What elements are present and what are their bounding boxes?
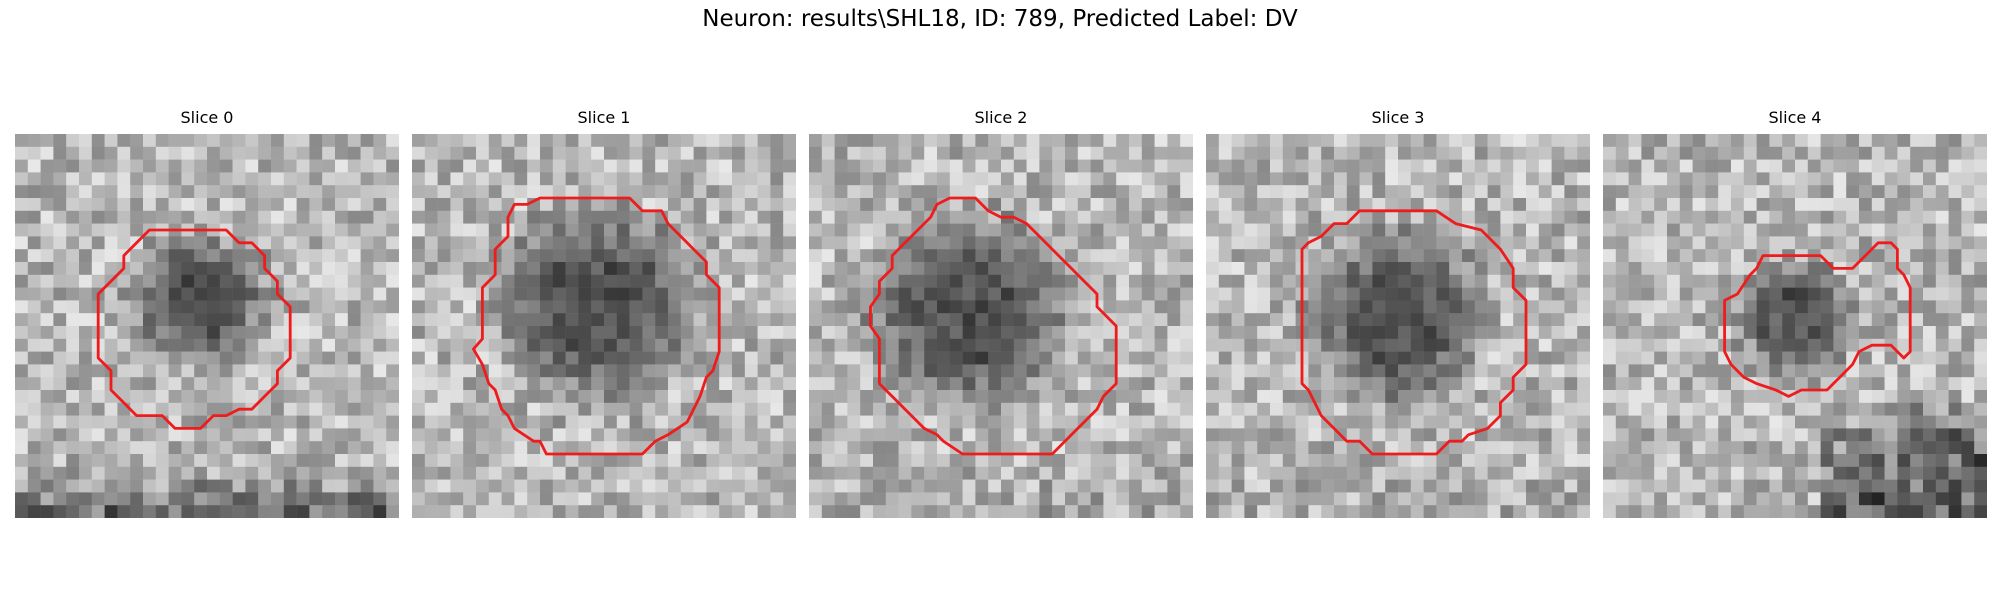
figure-title: Neuron: results\SHL18, ID: 789, Predicte… xyxy=(702,6,1298,32)
neuron-contour xyxy=(472,196,721,456)
slice-image-svg xyxy=(412,134,796,518)
neuron-contour xyxy=(1300,209,1528,456)
panel-title: Slice 0 xyxy=(180,108,234,127)
slice-image xyxy=(15,134,399,518)
slice-image xyxy=(1603,134,1987,518)
pixel-grid xyxy=(1206,134,1590,518)
slice-image-svg xyxy=(15,134,399,518)
pixel-grid xyxy=(15,134,399,518)
slice-image-svg xyxy=(809,134,1193,518)
pixel-grid xyxy=(809,134,1193,518)
panel-title: Slice 2 xyxy=(974,108,1028,127)
slice-image-svg xyxy=(1603,134,1987,518)
panel-title: Slice 1 xyxy=(577,108,631,127)
slice-image xyxy=(809,134,1193,518)
pixel-grid xyxy=(412,134,796,518)
neuron-contour xyxy=(869,196,1118,456)
panel-title: Slice 4 xyxy=(1768,108,1822,127)
panel-title: Slice 3 xyxy=(1371,108,1425,127)
slice-image-svg xyxy=(1206,134,1590,518)
slice-image xyxy=(412,134,796,518)
slice-image xyxy=(1206,134,1590,518)
pixel-grid xyxy=(1603,134,1987,518)
neuron-contour xyxy=(96,228,292,430)
neuron-contour xyxy=(1723,241,1912,398)
